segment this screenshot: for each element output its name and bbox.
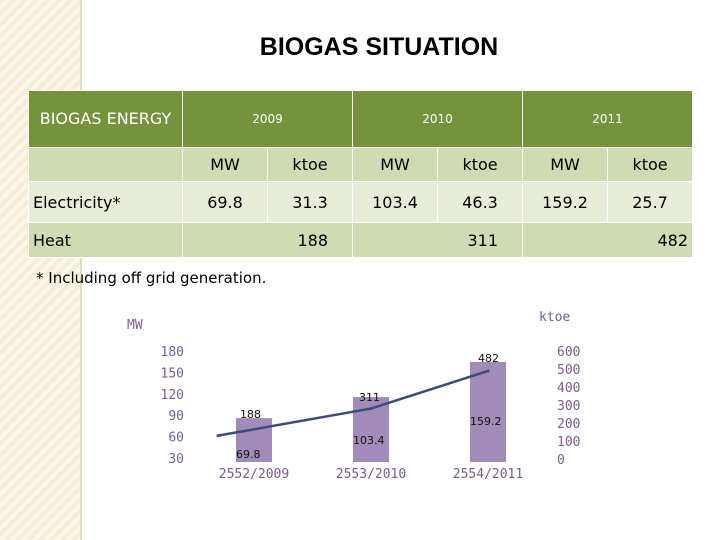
left-axis-tick: 180: [161, 345, 184, 360]
x-axis-tick-label: 2552/2009: [219, 467, 289, 482]
right-axis-tick: 300: [557, 399, 580, 414]
left-axis-label: MW: [127, 318, 143, 333]
value-cell: 69.8: [182, 181, 268, 223]
value-cell: 188: [181, 222, 354, 258]
page-title: BIOGAS SITUATION: [259, 33, 499, 61]
bar-data-label: 103.4: [353, 434, 385, 447]
right-axis-tick: 600: [557, 345, 580, 360]
value-cell: 31.3: [266, 181, 354, 223]
left-axis-tick: 120: [161, 388, 184, 403]
row-label-heat: Heat: [28, 222, 183, 258]
unit-cell: ktoe: [266, 147, 354, 182]
left-axis-tick: 90: [168, 409, 184, 424]
unit-cell: ktoe: [607, 147, 694, 182]
row-label-electricity: Electricity*: [28, 181, 183, 223]
right-axis-tick: 0: [557, 453, 565, 468]
bar-mw: [470, 362, 506, 462]
table-row-electricity: Electricity* 69.8 31.3 103.4 46.3 159.2 …: [28, 181, 694, 223]
value-cell: 482: [522, 222, 694, 258]
x-axis-tick-label: 2553/2010: [336, 467, 406, 482]
table-cell-empty: [28, 147, 183, 182]
unit-cell: MW: [522, 147, 609, 182]
table-units-row: MW ktoe MW ktoe MW ktoe: [28, 147, 694, 182]
ktoe-point: [486, 369, 490, 373]
unit-cell: MW: [352, 147, 439, 182]
decorative-divider: [80, 0, 82, 540]
left-axis-tick: 30: [168, 452, 184, 467]
left-axis-tick: 60: [168, 431, 184, 446]
table-header-row: BIOGAS ENERGY 2009 2010 2011: [28, 90, 694, 148]
left-axis-tick: 150: [161, 366, 184, 381]
bar-data-label: 69.8: [236, 448, 261, 461]
right-axis-tick: 400: [557, 381, 580, 396]
unit-cell: ktoe: [437, 147, 524, 182]
line-data-label: 482: [478, 352, 499, 365]
biogas-table: BIOGAS ENERGY 2009 2010 2011 MW ktoe MW …: [28, 90, 694, 258]
ktoe-point: [216, 434, 220, 438]
bar-mw: [353, 397, 389, 462]
value-cell: 311: [352, 222, 524, 258]
bar-mw: [236, 418, 272, 462]
value-cell: 103.4: [352, 181, 439, 223]
line-data-label: 311: [359, 391, 380, 404]
right-axis-label: ktoe: [539, 310, 570, 325]
year-header-2009: 2009: [181, 90, 354, 148]
right-axis-tick: 100: [557, 435, 580, 450]
right-axis-tick: 500: [557, 363, 580, 378]
ktoe-point: [369, 407, 373, 411]
x-axis-tick-label: 2554/2011: [453, 467, 523, 482]
table-row-heat: Heat 188 311 482: [28, 222, 694, 258]
line-data-label: 188: [240, 408, 261, 421]
bar-data-label: 159.2: [470, 415, 502, 428]
year-header-2010: 2010: [352, 90, 524, 148]
right-axis-tick: 200: [557, 417, 580, 432]
year-header-2011: 2011: [522, 90, 694, 148]
unit-cell: MW: [182, 147, 268, 182]
footnote: * Including off grid generation.: [36, 269, 267, 287]
